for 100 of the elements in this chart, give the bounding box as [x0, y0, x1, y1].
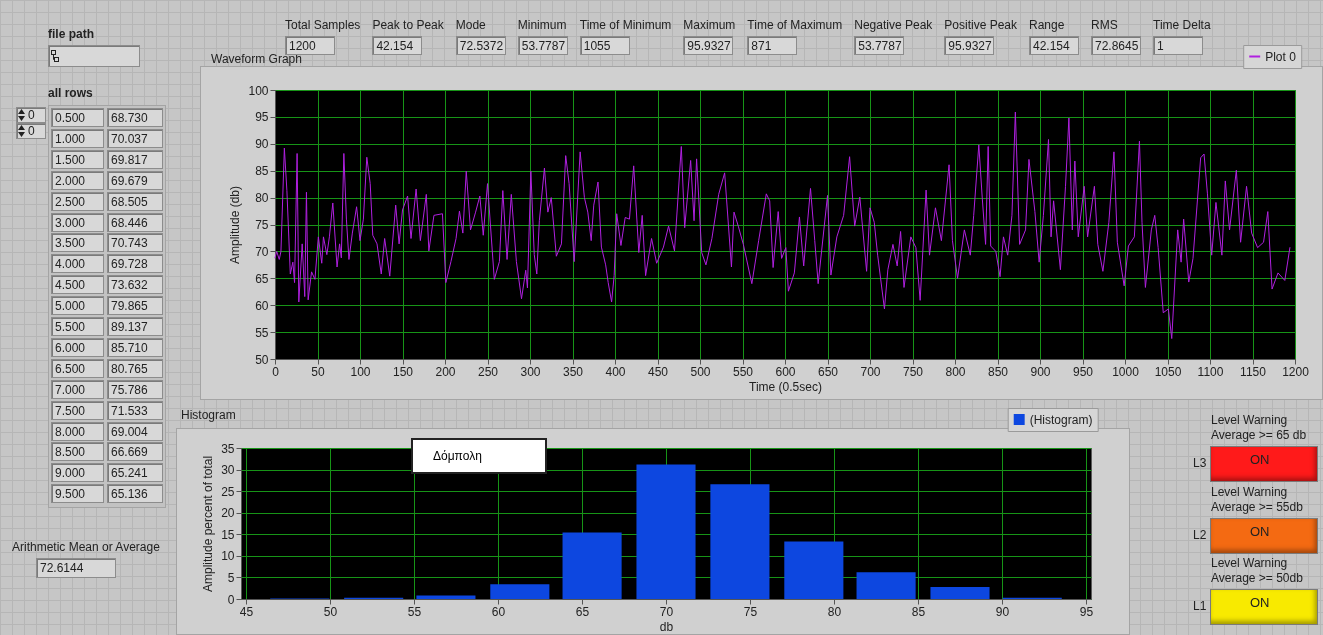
x-tick-label: 95	[1079, 604, 1094, 619]
y-tick-label: 5	[227, 570, 235, 585]
data-label: 72.6144	[36, 558, 116, 578]
data-label: 80.765	[107, 358, 163, 378]
text: Arithmetic Mean or Average	[12, 540, 160, 554]
bar	[784, 541, 844, 599]
y-tick-label: 6.500	[51, 358, 104, 378]
text: ON	[1250, 595, 1270, 610]
category-label: Time of Maximum	[747, 17, 843, 33]
x-tick-label: 100	[350, 364, 371, 379]
y-tick-label: 2.000	[51, 170, 104, 190]
x-tick-label: 550	[732, 364, 754, 379]
y-tick-label: 0.500	[51, 108, 104, 127]
data-label: 69.728	[107, 254, 163, 274]
data-label: 85.710	[107, 337, 163, 357]
text: Level Warning Average >= 55db	[1211, 485, 1304, 515]
x-tick-label: 70	[659, 604, 674, 619]
x-tick-label: 250	[477, 364, 499, 379]
y-tick-label: 10	[221, 549, 235, 564]
chart-title: Waveform Graph	[211, 52, 302, 66]
y-tick-label: 65	[255, 271, 269, 286]
data-label: 871	[747, 36, 798, 55]
y-tick-label: 4.500	[51, 275, 104, 295]
y-tick-label: 100	[248, 83, 269, 98]
y-tick-label: 4.000	[51, 254, 104, 274]
category-label: L2	[1193, 528, 1207, 542]
y-tick-label: 0	[227, 592, 235, 607]
y-axis-title: Amplitude (db)	[228, 185, 243, 265]
data-label: 53.7787	[517, 36, 568, 55]
data-label: 79.865	[107, 296, 163, 316]
data-label: 68.505	[107, 191, 163, 211]
data-label: 65.241	[107, 463, 163, 483]
bar	[856, 572, 916, 599]
x-tick-label: 450	[647, 364, 669, 379]
annotation: Δόμπολη	[433, 449, 482, 463]
x-tick-label: 750	[902, 364, 924, 379]
line-series	[274, 111, 1291, 340]
text: ON	[1250, 524, 1270, 539]
data-label: 69.817	[107, 149, 163, 169]
bar	[930, 586, 990, 599]
x-tick-label: 800	[945, 364, 966, 379]
bar	[710, 484, 770, 599]
y-tick-label: 8.000	[51, 421, 104, 441]
x-axis-title: db	[659, 619, 674, 634]
y-tick-label: 95	[255, 110, 269, 125]
x-tick-label: 50	[323, 604, 338, 619]
x-tick-label: 80	[827, 604, 842, 619]
y-tick-label: 20	[221, 506, 235, 521]
data-label: 42.154	[372, 36, 423, 55]
data-label: 89.137	[107, 317, 163, 336]
x-tick-label: 1150	[1240, 364, 1267, 379]
y-tick-label: 5.000	[51, 296, 104, 316]
data-label: 68.730	[107, 108, 163, 127]
y-tick-label: 5.500	[51, 317, 104, 336]
y-tick-label: 1.000	[51, 128, 104, 148]
x-tick-label: 700	[860, 364, 881, 379]
y-tick-label: 7.500	[51, 400, 104, 420]
x-tick-label: 55	[407, 604, 422, 619]
data-label: 72.5372	[455, 36, 506, 55]
data-label: 73.632	[107, 275, 163, 295]
y-tick-label: 90	[255, 137, 269, 152]
data-label: 69.679	[107, 170, 163, 190]
x-tick-label: 90	[995, 604, 1010, 619]
data-label: 95.9327	[944, 36, 995, 55]
legend-label: Plot 0	[1265, 49, 1297, 64]
x-tick-label: 1050	[1154, 364, 1182, 379]
y-tick-label: 85	[255, 164, 269, 179]
data-label: 68.446	[107, 212, 163, 232]
y-tick-label: 35	[221, 441, 235, 456]
x-tick-label: 45	[239, 604, 254, 619]
x-tick-label: 1100	[1197, 364, 1224, 379]
x-tick-label: 900	[1030, 364, 1051, 379]
text: 0	[16, 107, 46, 123]
y-tick-label: 3.500	[51, 233, 104, 253]
y-tick-label: 1.500	[51, 149, 104, 169]
bar	[562, 532, 622, 599]
data-label: 69.004	[107, 421, 163, 441]
y-tick-label: 15	[221, 527, 235, 542]
data-label: 1	[1153, 36, 1204, 55]
y-tick-label: 70	[255, 244, 269, 259]
category-label: RMS	[1091, 17, 1118, 33]
text: Level Warning Average >= 65 db	[1211, 413, 1308, 443]
category-label: Positive Peak	[944, 17, 1018, 33]
data-label: 66.669	[107, 442, 163, 462]
y-axis-title: Amplitude percent of total	[201, 455, 216, 593]
y-tick-label: 2.500	[51, 191, 104, 211]
x-tick-label: 300	[520, 364, 541, 379]
category-label: Negative Peak	[854, 17, 933, 33]
legend-label: (Histogram)	[1029, 412, 1093, 427]
note-box: Δόμπολη	[411, 438, 547, 474]
data-label: 65.136	[107, 484, 163, 504]
category-label: L1	[1193, 599, 1207, 613]
category-label: Range	[1029, 17, 1065, 33]
chart-title: Histogram	[181, 408, 236, 422]
chart-title: all rows	[48, 86, 93, 100]
x-tick-label: 400	[605, 364, 626, 379]
data-label: 1055	[579, 36, 630, 55]
y-tick-label: 55	[255, 325, 269, 340]
x-axis-title: Time (0.5sec)	[749, 379, 822, 394]
x-tick-label: 75	[743, 604, 758, 619]
